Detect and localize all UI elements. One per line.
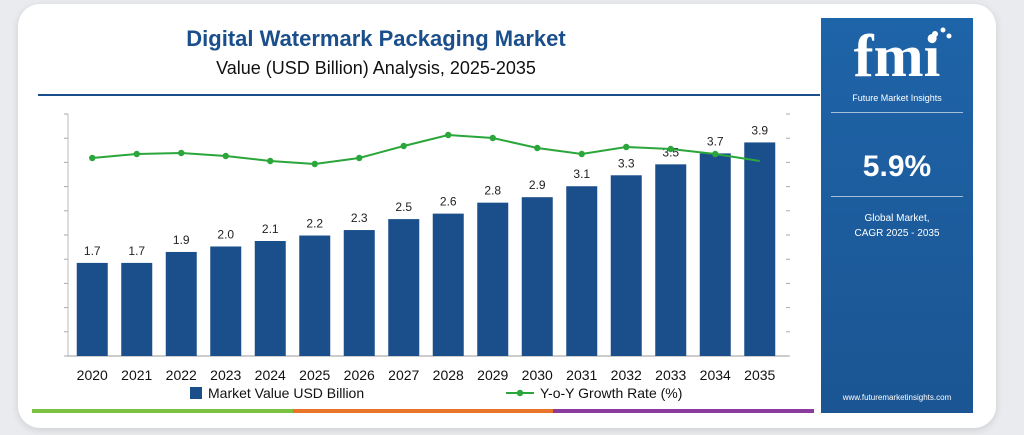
- bar-value-label: 3.9: [751, 123, 768, 137]
- growth-point: [222, 152, 229, 160]
- x-tick-label: 2032: [611, 367, 642, 383]
- cagr-label: Global Market, CAGR 2025 - 2035: [821, 211, 973, 241]
- x-tick-label: 2029: [477, 367, 508, 383]
- bar-value-label: 2.2: [306, 217, 323, 231]
- bar: [254, 241, 286, 356]
- growth-point: [712, 150, 719, 158]
- bar-value-label: 3.3: [618, 156, 635, 170]
- bar: [388, 219, 420, 356]
- bar: [343, 230, 375, 356]
- bar-value-label: 1.9: [173, 233, 190, 247]
- chart-title: Digital Watermark Packaging Market: [186, 26, 566, 51]
- x-tick-label: 2024: [255, 367, 286, 383]
- bar: [165, 251, 197, 356]
- growth-point: [311, 160, 318, 168]
- stripe-green: [32, 409, 293, 413]
- sidebar-panel: fmi Future Market Insights 5.9% Global M…: [821, 18, 973, 413]
- cagr-value: 5.9%: [862, 150, 932, 183]
- growth-point: [445, 131, 452, 139]
- x-tick-label: 2033: [655, 367, 686, 383]
- bar: [299, 235, 331, 356]
- x-tick-label: 2030: [522, 367, 553, 383]
- growth-point: [534, 144, 541, 152]
- bar: [655, 164, 687, 356]
- chart-panel: Digital Watermark Packaging Market Value…: [38, 18, 820, 413]
- bar: [477, 202, 509, 356]
- cagr-label-line1: Global Market,: [864, 213, 930, 224]
- bar: [744, 142, 776, 356]
- chart-plot: 1.7 2020 1.7 2021 1.9 2022 2.0 2023 2.1 2024 2.2 20…: [64, 113, 790, 401]
- cagr-label-line2: CAGR 2025 - 2035: [854, 228, 940, 239]
- chart-subtitle: Value (USD Billion) Analysis, 2025-2035: [216, 58, 536, 78]
- x-tick-label: 2021: [121, 367, 152, 383]
- growth-point: [356, 154, 363, 162]
- bar-value-label: 3.1: [573, 167, 590, 181]
- bar: [210, 246, 242, 356]
- legend-bar-label: Market Value USD Billion: [208, 385, 364, 401]
- growth-point: [667, 145, 674, 153]
- bar-value-label: 2.3: [351, 211, 368, 225]
- growth-point: [133, 150, 140, 158]
- x-tick-label: 2035: [744, 367, 775, 383]
- bar-value-label: 2.8: [484, 184, 501, 198]
- bottom-stripes: [32, 409, 815, 413]
- bar-value-label: 1.7: [128, 244, 145, 258]
- growth-point: [178, 149, 185, 157]
- sidebar-divider: [831, 112, 963, 113]
- x-tick-label: 2031: [566, 367, 597, 383]
- bar-value-label: 2.1: [262, 222, 279, 236]
- x-tick-label: 2020: [77, 367, 108, 383]
- bar: [76, 262, 108, 356]
- sidebar-divider: [831, 196, 963, 197]
- bar-value-label: 3.7: [707, 134, 724, 148]
- bar: [121, 262, 153, 356]
- bar-value-label: 2.0: [217, 227, 234, 241]
- bar: [699, 153, 731, 356]
- legend-bar-swatch: [190, 387, 202, 399]
- growth-point: [400, 142, 407, 150]
- legend-line-marker: [516, 389, 524, 397]
- bar: [566, 186, 598, 356]
- bar-value-label: 2.9: [529, 178, 546, 192]
- bar-value-label: 2.5: [395, 200, 412, 214]
- bar-value-label: 1.7: [84, 244, 101, 258]
- legend-line-label: Y-o-Y Growth Rate (%): [540, 385, 682, 401]
- bar: [521, 197, 553, 356]
- x-tick-label: 2028: [433, 367, 464, 383]
- x-tick-label: 2022: [166, 367, 197, 383]
- stripe-orange: [292, 409, 554, 413]
- stripe-purple: [553, 409, 815, 413]
- x-tick-label: 2026: [344, 367, 375, 383]
- growth-point: [267, 157, 274, 165]
- logo-text: fmi: [854, 24, 941, 88]
- growth-point: [623, 143, 630, 151]
- growth-line: [92, 133, 760, 166]
- growth-point: [578, 150, 585, 158]
- growth-point: [489, 134, 496, 142]
- x-tick-label: 2034: [700, 367, 731, 383]
- bar-value-label: 2.6: [440, 195, 457, 209]
- website-text: www.futuremarketinsights.com: [842, 393, 952, 402]
- x-tick-label: 2025: [299, 367, 330, 383]
- growth-point: [89, 154, 96, 162]
- fmi-logo-icon: fmi: [854, 24, 952, 88]
- bar: [432, 213, 464, 356]
- title-divider: [38, 94, 820, 96]
- x-tick-label: 2023: [210, 367, 241, 383]
- bar: [610, 175, 642, 356]
- x-tick-label: 2027: [388, 367, 419, 383]
- logo-subtitle: Future Market Insights: [852, 93, 942, 103]
